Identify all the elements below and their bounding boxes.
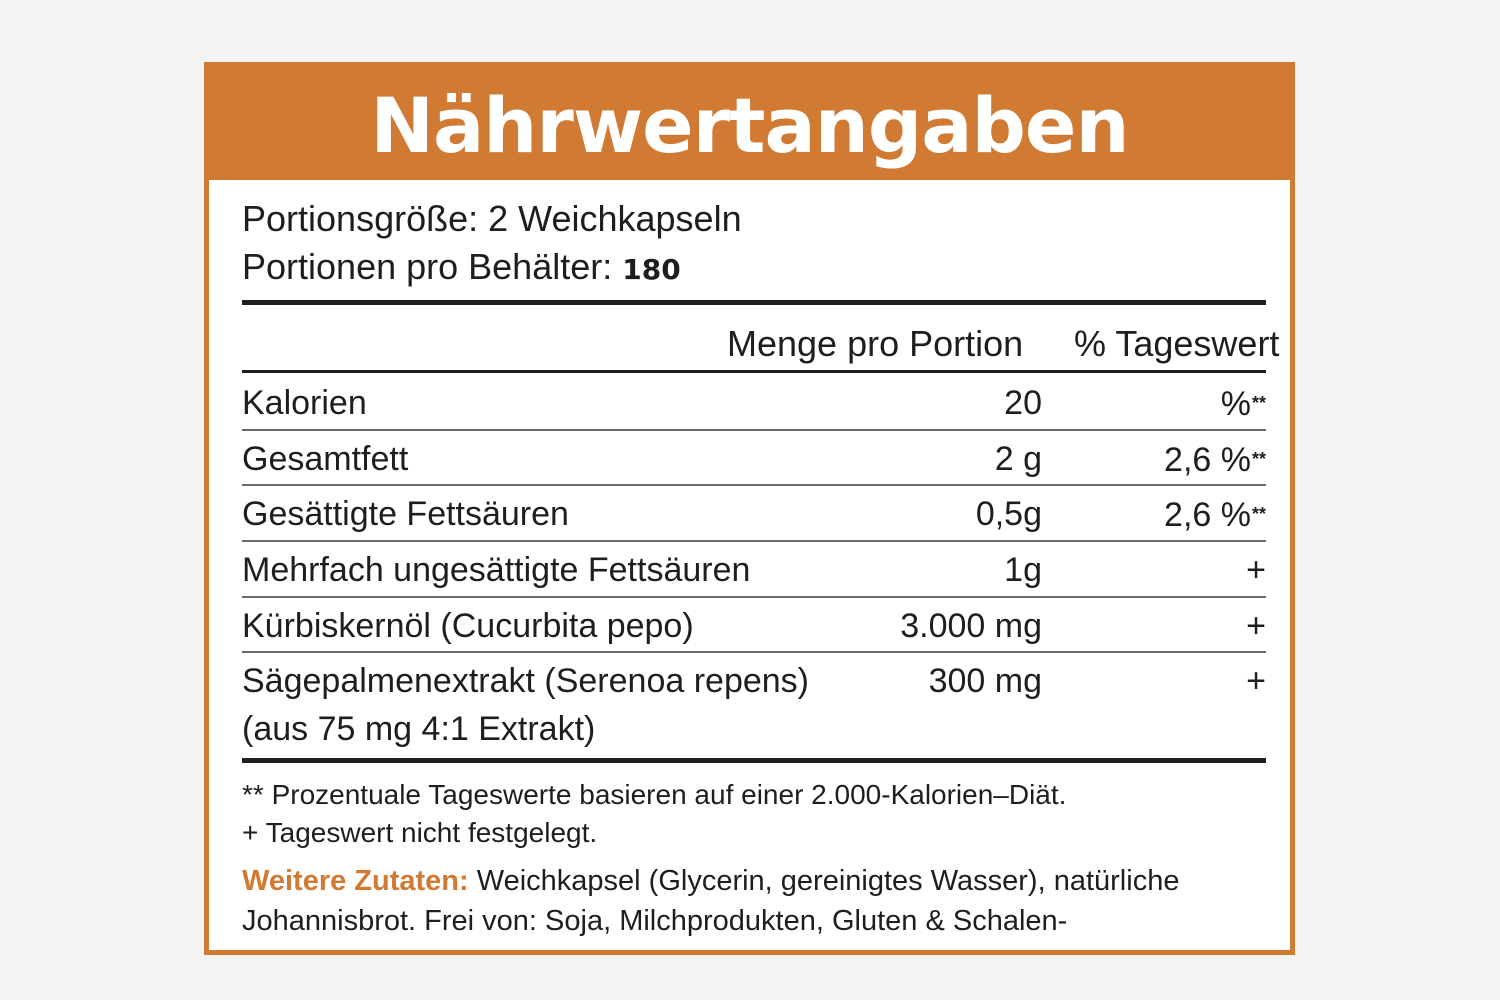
nutrient-name: Kürbiskernöl (Cucurbita pepo) bbox=[242, 607, 694, 645]
table-row: Sägepalmenextrakt (Serenoa repens) 300 m… bbox=[242, 655, 1266, 707]
serving-info: Portionsgröße: 2 Weichkapseln Portionen … bbox=[242, 195, 742, 294]
ingredients-label: Weitere Zutaten: bbox=[242, 865, 469, 897]
ingredients-text: Weichkapsel (Glycerin, gereinigtes Wasse… bbox=[242, 865, 1180, 937]
footnote-not-established: + Tageswert nicht festgelegt. bbox=[242, 817, 598, 848]
nutrient-amount: 20 bbox=[1004, 384, 1042, 422]
table-row: Mehrfach ungesättigte Fettsäuren 1g + bbox=[242, 544, 1266, 596]
nutrient-daily-value: + bbox=[1246, 551, 1266, 589]
footnote-daily-values: ** Prozentuale Tageswerte basieren auf e… bbox=[242, 779, 1067, 810]
table-row: Gesamtfett 2 g 2,6 %** bbox=[242, 433, 1266, 485]
table-row: Gesättigte Fettsäuren 0,5g 2,6 %** bbox=[242, 488, 1266, 540]
column-header-daily-value: % Tageswert bbox=[1074, 323, 1280, 364]
servings-per-container-value: 180 bbox=[622, 253, 681, 286]
table-row: Kürbiskernöl (Cucurbita pepo) 3.000 mg + bbox=[242, 600, 1266, 652]
row-divider bbox=[242, 484, 1266, 486]
nutrient-amount: 300 mg bbox=[928, 662, 1042, 700]
nutrient-daily-value: + bbox=[1246, 607, 1266, 645]
nutrient-amount: 2 g bbox=[994, 440, 1042, 478]
row-divider bbox=[242, 540, 1266, 542]
nutrient-name: Gesamtfett bbox=[242, 440, 409, 478]
nutrient-daily-value: + bbox=[1246, 662, 1266, 700]
servings-per-container: Portionen pro Behälter: 180 bbox=[242, 243, 742, 294]
nutrient-amount: 1g bbox=[1004, 551, 1042, 589]
divider-thick bbox=[242, 300, 1266, 305]
nutrient-name: Sägepalmenextrakt (Serenoa repens) bbox=[242, 662, 809, 700]
dv-footnote-mark: ** bbox=[1251, 504, 1266, 524]
nutrient-amount: 0,5g bbox=[975, 495, 1042, 533]
row-divider bbox=[242, 651, 1266, 653]
serving-size: Portionsgröße: 2 Weichkapseln bbox=[242, 198, 742, 239]
label-header: Nährwertangaben bbox=[209, 67, 1290, 180]
nutrient-daily-value: %** bbox=[1220, 385, 1266, 423]
label-title: Nährwertangaben bbox=[370, 81, 1129, 170]
divider-thick bbox=[242, 758, 1266, 763]
divider-header bbox=[242, 370, 1266, 373]
nutrient-amount: 3.000 mg bbox=[900, 607, 1042, 645]
nutrient-name: Mehrfach ungesättigte Fettsäuren bbox=[242, 551, 751, 589]
nutrient-name: Gesättigte Fettsäuren bbox=[242, 495, 569, 533]
nutrient-name: Kalorien bbox=[242, 384, 367, 422]
servings-per-container-label: Portionen pro Behälter: bbox=[242, 246, 613, 287]
row-divider bbox=[242, 429, 1266, 431]
nutrition-label: Nährwertangaben Portionsgröße: 2 Weichka… bbox=[204, 62, 1295, 955]
extract-subnote: (aus 75 mg 4:1 Extrakt) bbox=[242, 710, 596, 748]
table-row: Kalorien 20 %** bbox=[242, 377, 1266, 429]
dv-footnote-mark: ** bbox=[1251, 449, 1266, 469]
nutrient-daily-value: 2,6 %** bbox=[1164, 441, 1266, 479]
column-header-amount: Menge pro Portion bbox=[727, 323, 1024, 364]
dv-footnote-mark: ** bbox=[1251, 393, 1266, 413]
nutrient-daily-value: 2,6 %** bbox=[1164, 496, 1266, 534]
other-ingredients: Weitere Zutaten: Weichkapsel (Glycerin, … bbox=[242, 861, 1272, 941]
row-divider bbox=[242, 596, 1266, 598]
